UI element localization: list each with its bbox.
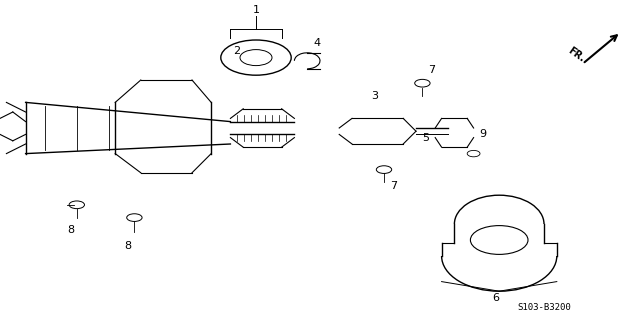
Text: FR.: FR. [566,45,586,64]
Text: 5: 5 [422,132,429,143]
Text: 6: 6 [493,292,499,303]
Text: S103-B3200: S103-B3200 [517,303,571,312]
Text: 3: 3 [371,91,378,101]
Text: 8: 8 [67,225,74,236]
Text: 9: 9 [479,129,487,140]
Text: 8: 8 [124,241,132,252]
Text: 4: 4 [313,38,321,48]
Text: 1: 1 [253,4,259,15]
Text: 7: 7 [428,65,436,76]
Text: 7: 7 [390,180,397,191]
Text: 2: 2 [233,46,241,56]
